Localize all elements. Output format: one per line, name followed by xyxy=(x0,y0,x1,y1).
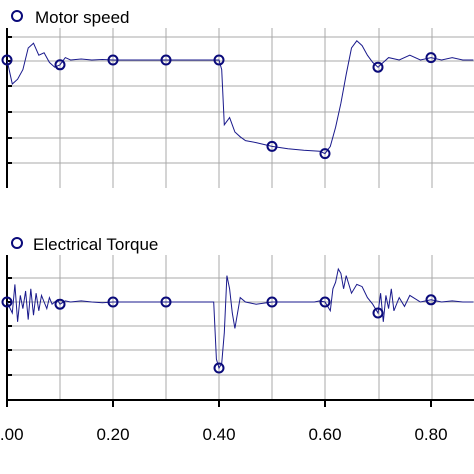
series-marker xyxy=(107,296,119,308)
motor-speed-grid xyxy=(7,28,474,188)
panel-divider xyxy=(0,204,474,228)
series-marker xyxy=(425,294,437,306)
motor-speed-y-ticks xyxy=(7,36,12,164)
electrical-torque-legend-marker xyxy=(11,237,23,249)
series-marker xyxy=(319,296,331,308)
electrical-torque-plot-area xyxy=(7,255,474,400)
series-marker xyxy=(160,54,172,66)
motor-speed-series-markers xyxy=(1,52,437,160)
electrical-torque-y-ticks xyxy=(7,277,12,376)
series-marker xyxy=(1,54,13,66)
electrical-torque-series-markers xyxy=(1,294,437,374)
x-tick-label: 0.60 xyxy=(308,425,341,444)
series-marker xyxy=(266,296,278,308)
x-tick-label: 0.00 xyxy=(0,425,24,444)
electrical-torque-series-line xyxy=(6,267,474,370)
electrical-torque-grid xyxy=(7,255,474,400)
series-marker xyxy=(160,296,172,308)
series-marker xyxy=(54,298,66,310)
motor-speed-legend-marker xyxy=(11,10,23,22)
series-marker xyxy=(319,148,331,160)
series-marker xyxy=(54,59,66,71)
series-marker xyxy=(372,61,384,73)
series-marker xyxy=(425,52,437,64)
motor-speed-panel: Motor speed xyxy=(1,8,474,188)
series-marker xyxy=(213,54,225,66)
motor-speed-legend-label: Motor speed xyxy=(35,8,130,27)
electrical-torque-panel: 0.00 0.20 0.40 0.60 0.80 Electrical Torque xyxy=(0,235,474,444)
electrical-torque-legend: Electrical Torque xyxy=(11,235,158,254)
electrical-torque-legend-label: Electrical Torque xyxy=(33,235,158,254)
motor-speed-legend: Motor speed xyxy=(11,8,130,27)
x-tick-label: 0.20 xyxy=(96,425,129,444)
x-tick-label: 0.80 xyxy=(414,425,447,444)
series-marker xyxy=(372,307,384,319)
series-marker xyxy=(1,296,13,308)
series-marker xyxy=(107,54,119,66)
x-tick-label: 0.40 xyxy=(202,425,235,444)
motor-speed-series-line xyxy=(6,40,474,155)
series-marker xyxy=(213,362,225,374)
motor-speed-plot-area xyxy=(7,28,474,188)
electrical-torque-x-ticks: 0.00 0.20 0.40 0.60 0.80 xyxy=(0,400,448,444)
series-marker xyxy=(266,140,278,152)
